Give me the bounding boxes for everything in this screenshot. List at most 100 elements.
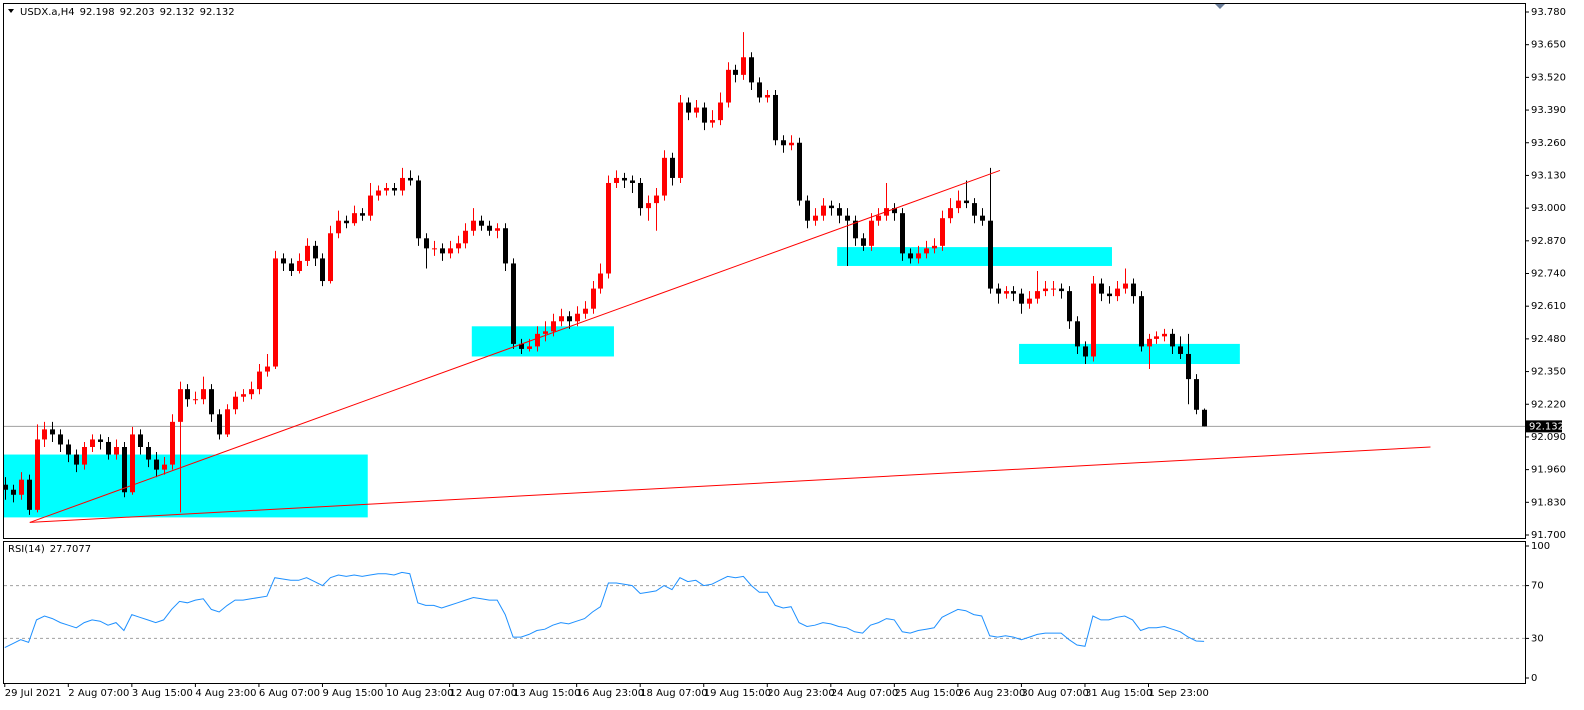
candle-body — [35, 439, 40, 510]
indicator-header: RSI(14) 27.7077 — [8, 544, 91, 555]
candle-body — [1194, 379, 1199, 410]
candle-body — [368, 195, 373, 216]
candle-body — [749, 57, 754, 83]
candle-body — [741, 57, 746, 75]
candle-body — [964, 200, 969, 204]
candle-body — [392, 188, 397, 191]
candle-body — [1107, 293, 1112, 297]
candle-body — [289, 263, 294, 271]
y-tick-label: 93.000 — [1531, 203, 1566, 214]
trendline — [29, 169, 1001, 523]
candle-body — [479, 220, 484, 226]
candle-body — [193, 399, 198, 401]
candle-body — [765, 94, 770, 98]
candle-body — [948, 208, 953, 219]
candle-body — [583, 308, 588, 314]
symbol: USDX.a,H4 — [20, 7, 75, 18]
candle-body — [670, 157, 675, 178]
candle-body — [90, 439, 95, 447]
candle-body — [837, 208, 842, 216]
candle-body — [956, 200, 961, 209]
x-tick-label: 20 Aug 23:00 — [767, 688, 834, 699]
candle-body — [924, 248, 929, 254]
candle-body — [456, 243, 461, 249]
candle-body — [1186, 353, 1191, 380]
rsi-y-tick-label: 70 — [1531, 581, 1544, 592]
candle-body — [408, 177, 413, 181]
rsi-y-tick-label: 0 — [1531, 673, 1537, 684]
candle-body — [50, 429, 55, 435]
candle-body — [320, 258, 325, 282]
x-tick-label: 16 Aug 23:00 — [577, 688, 644, 699]
candle-body — [1123, 283, 1128, 289]
candle-body — [559, 316, 564, 322]
candle-body — [1011, 291, 1016, 294]
candle-body — [876, 215, 881, 221]
y-tick-label: 91.960 — [1531, 465, 1566, 476]
y-tick-label: 92.870 — [1531, 236, 1566, 247]
indicator-last-value: 27.7077 — [50, 544, 91, 555]
zone — [471, 326, 614, 357]
y-tick-label: 93.780 — [1531, 7, 1566, 18]
candle-body — [773, 94, 778, 141]
candle-body — [27, 479, 32, 510]
last-high: 92.203 — [120, 7, 155, 18]
candle-body — [138, 434, 143, 447]
y-tick-label: 91.830 — [1531, 497, 1566, 508]
candle-body — [678, 102, 683, 178]
y-tick-label: 93.390 — [1531, 105, 1566, 116]
candle-body — [1139, 296, 1144, 347]
last-low: 92.132 — [160, 7, 195, 18]
x-tick-label: 2 Aug 07:00 — [68, 688, 129, 699]
candle-body — [313, 245, 318, 259]
candle-body — [1162, 333, 1167, 337]
candle-body — [1099, 283, 1104, 294]
x-tick-label: 12 Aug 07:00 — [450, 688, 517, 699]
x-tick-label: 30 Aug 07:00 — [1021, 688, 1088, 699]
candle-body — [932, 245, 937, 249]
candle-body — [622, 177, 627, 181]
candle-body — [440, 248, 445, 254]
candle-body — [543, 331, 548, 334]
candle-body — [1091, 283, 1096, 357]
x-tick-label: 24 Aug 07:00 — [831, 688, 898, 699]
candle-body — [718, 102, 723, 121]
candle-body — [757, 82, 762, 98]
candle-body — [853, 220, 858, 239]
candle-body — [606, 182, 611, 274]
candle-body — [805, 200, 810, 221]
candle-body — [892, 208, 897, 214]
x-tick-label: 4 Aug 23:00 — [195, 688, 256, 699]
candle-body — [3, 484, 8, 490]
candle-body — [1115, 288, 1120, 297]
candle-body — [178, 389, 183, 422]
candle-body — [916, 253, 921, 259]
x-tick-label: 10 Aug 23:00 — [386, 688, 453, 699]
x-tick-label: 31 Aug 15:00 — [1085, 688, 1152, 699]
x-tick-label: 13 Aug 15:00 — [513, 688, 580, 699]
candle-body — [432, 248, 437, 250]
y-tick-label: 93.130 — [1531, 170, 1566, 181]
main-panel-frame — [3, 3, 1526, 539]
candle-body — [1019, 293, 1024, 304]
candle-body — [702, 107, 707, 123]
candle-body — [209, 389, 214, 415]
y-tick-label: 93.650 — [1531, 40, 1566, 51]
candle-body — [1202, 409, 1207, 427]
trendline — [29, 446, 1431, 523]
candle-body — [821, 205, 826, 216]
rsi-y-tick-label: 100 — [1531, 541, 1550, 552]
candle-body — [217, 414, 222, 435]
candle-body — [1051, 288, 1056, 290]
rsi-y-tick-label: 30 — [1531, 633, 1544, 644]
candle-body — [82, 446, 87, 465]
candle-body — [98, 439, 103, 442]
x-tick-label: 9 Aug 15:00 — [322, 688, 383, 699]
candle-body — [980, 215, 985, 221]
candle-body — [575, 313, 580, 322]
candle-body — [726, 69, 731, 103]
candle-body — [400, 177, 405, 191]
candle-body — [495, 228, 500, 231]
indicator-name: RSI(14) — [8, 544, 45, 555]
